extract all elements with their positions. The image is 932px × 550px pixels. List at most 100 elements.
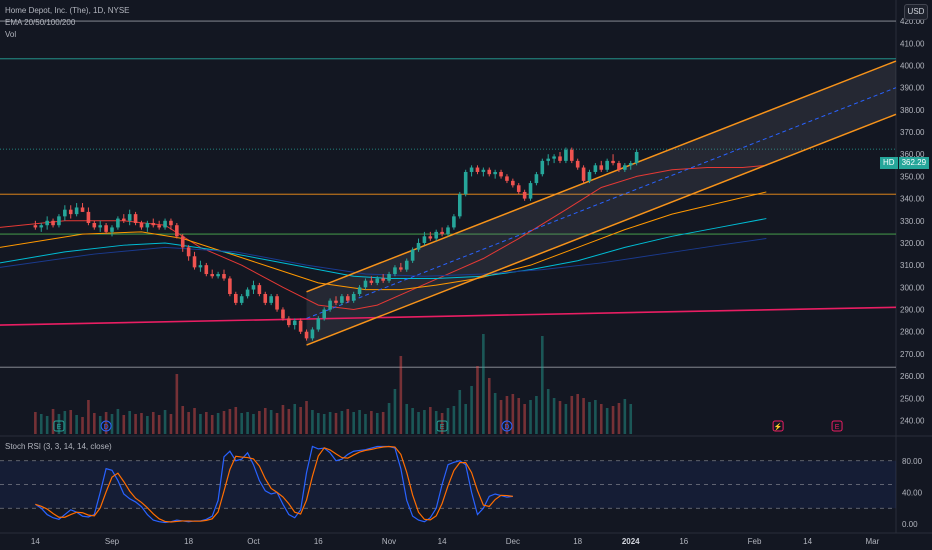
- candle-body: [457, 194, 462, 217]
- volume-bar: [287, 409, 291, 434]
- event-marker: D: [100, 420, 112, 432]
- candle-body: [74, 207, 79, 215]
- volume-bar: [546, 389, 550, 434]
- candle-body: [375, 278, 380, 283]
- chart-title: Home Depot, Inc. (The), 1D, NYSE: [5, 6, 130, 15]
- rsi-tick-label: 40.00: [902, 488, 923, 497]
- volume-bar: [440, 413, 444, 434]
- volume-bar: [611, 406, 615, 434]
- stoch-rsi-d-line: [35, 445, 513, 523]
- candle-body: [463, 171, 468, 195]
- candle-body: [522, 191, 527, 199]
- price-tick-label: 400.00: [900, 61, 925, 70]
- volume-bar: [588, 402, 591, 434]
- volume-bar: [493, 393, 497, 434]
- volume-bar: [446, 408, 450, 434]
- candle-body: [399, 267, 403, 270]
- candle-body: [216, 274, 220, 277]
- volume-bar: [281, 405, 285, 434]
- rsi-tick-label: 0.00: [902, 520, 918, 529]
- candle-body: [63, 209, 67, 217]
- candle-body: [39, 225, 44, 228]
- candle-body: [287, 318, 291, 326]
- candle-body: [340, 296, 344, 303]
- ema-line-ema-50: [0, 191, 767, 291]
- candle-body: [322, 309, 327, 319]
- volume-bar: [116, 409, 120, 434]
- volume-bar: [576, 394, 579, 434]
- volume-bar: [39, 414, 43, 434]
- volume-bar: [216, 413, 220, 434]
- candle-body: [599, 165, 604, 170]
- volume-bar: [605, 408, 609, 434]
- volume-bar: [381, 412, 385, 434]
- time-tick-label: 14: [31, 537, 40, 546]
- ema-line-ema-200: [0, 238, 767, 277]
- candle-body: [80, 207, 85, 212]
- candle-body: [387, 274, 391, 281]
- volume-bar: [104, 412, 108, 434]
- candle-body: [552, 156, 556, 159]
- candle-body: [210, 274, 215, 277]
- candle-body: [469, 167, 474, 172]
- volume-bar: [594, 400, 597, 434]
- volume-bar: [222, 411, 226, 434]
- candle-body: [528, 183, 533, 199]
- volume-bar: [45, 416, 49, 434]
- volume-bar: [470, 386, 473, 434]
- volume-bar: [346, 409, 350, 434]
- candle-body: [239, 296, 244, 303]
- volume-bar: [599, 404, 603, 434]
- trendline-magenta: [0, 306, 897, 326]
- candle-body: [499, 171, 503, 177]
- candle-body: [534, 174, 539, 184]
- candle-body: [587, 171, 592, 181]
- volume-bar: [423, 410, 426, 434]
- candle-body: [192, 256, 197, 268]
- volume-bar: [75, 415, 78, 434]
- event-marker: E: [53, 420, 65, 432]
- price-tick-label: 300.00: [900, 283, 925, 292]
- price-tick-label: 410.00: [900, 39, 925, 48]
- volume-bar: [311, 410, 314, 434]
- time-tick-label: Sep: [105, 537, 120, 546]
- candle-body: [511, 180, 515, 186]
- time-tick-label: Mar: [866, 537, 880, 546]
- volume-bar: [482, 334, 485, 434]
- candle-body: [57, 216, 61, 226]
- volume-bar: [51, 409, 55, 434]
- event-label: E: [57, 424, 62, 431]
- last-price-tag: HD 362.29: [880, 157, 930, 169]
- candle-body: [564, 149, 568, 161]
- candle-body: [310, 329, 315, 339]
- price-tick-label: 280.00: [900, 328, 925, 337]
- volume-bar: [210, 415, 214, 434]
- candle-body: [357, 287, 362, 294]
- currency-button[interactable]: USD: [904, 4, 928, 20]
- volume-bar: [523, 404, 526, 434]
- candle-body: [281, 309, 285, 319]
- candle-body: [251, 285, 256, 290]
- candle-body: [422, 236, 427, 243]
- candle-body: [233, 294, 238, 303]
- price-tick-label: 370.00: [900, 128, 925, 137]
- volume-bar: [57, 414, 61, 434]
- candle-body: [345, 296, 350, 301]
- volume-bar: [629, 404, 633, 434]
- time-tick-label: Oct: [247, 537, 260, 546]
- candle-body: [51, 220, 55, 226]
- price-tick-label: 420.00: [900, 17, 925, 26]
- volume-bar: [205, 412, 208, 434]
- price-tick-label: 290.00: [900, 306, 925, 315]
- time-tick-label: 14: [438, 537, 447, 546]
- price-tick-label: 270.00: [900, 350, 925, 359]
- volume-bar: [193, 408, 196, 434]
- price-tick-label: 330.00: [900, 217, 925, 226]
- volume-bar: [564, 404, 568, 434]
- candle-body: [145, 223, 150, 228]
- candle-body: [334, 300, 338, 303]
- candle-body: [475, 167, 480, 172]
- volume-bar: [541, 336, 544, 434]
- stoch-rsi-legend: Stoch RSI (3, 3, 14, 14, close): [5, 442, 112, 451]
